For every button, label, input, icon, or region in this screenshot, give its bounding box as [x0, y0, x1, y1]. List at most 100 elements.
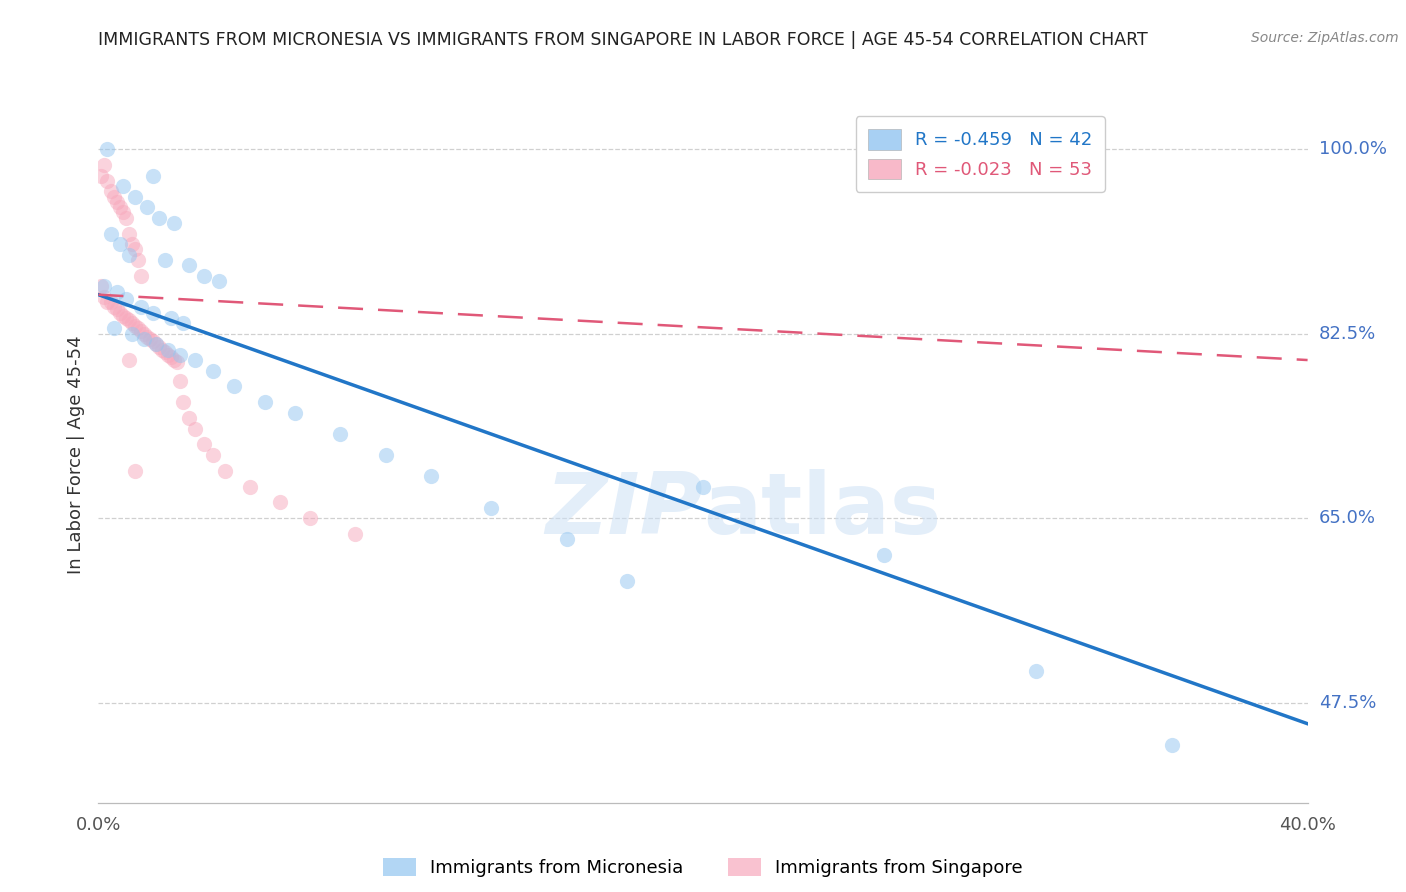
Point: [111, 205, 134, 219]
Point: [156, 343, 179, 357]
Text: ZIP: ZIP: [546, 469, 703, 552]
Point: [114, 292, 136, 306]
Point: [284, 406, 307, 420]
Point: [555, 533, 578, 547]
Point: [172, 395, 194, 409]
Point: [108, 237, 131, 252]
Point: [103, 301, 125, 315]
Point: [193, 437, 215, 451]
Point: [156, 348, 179, 362]
Point: [160, 350, 183, 364]
Point: [100, 227, 122, 241]
Point: [145, 337, 167, 351]
Point: [193, 268, 215, 283]
Text: 65.0%: 65.0%: [1319, 509, 1375, 527]
Point: [121, 316, 143, 330]
Point: [96, 142, 118, 156]
Point: [329, 426, 352, 441]
Point: [419, 469, 441, 483]
Point: [93, 158, 115, 172]
Point: [239, 479, 262, 493]
Text: 100.0%: 100.0%: [1319, 140, 1386, 158]
Point: [114, 211, 136, 225]
Point: [481, 500, 503, 515]
Point: [1160, 738, 1182, 752]
Point: [148, 211, 170, 225]
Point: [160, 310, 183, 325]
Point: [172, 316, 194, 330]
Point: [105, 285, 128, 299]
Point: [692, 479, 714, 493]
Point: [124, 464, 146, 478]
Point: [90, 279, 112, 293]
Point: [100, 295, 122, 310]
Y-axis label: In Labor Force | Age 45-54: In Labor Force | Age 45-54: [66, 335, 84, 574]
Point: [124, 189, 146, 203]
Point: [616, 574, 638, 589]
Point: [208, 274, 231, 288]
Point: [129, 301, 152, 315]
Point: [90, 169, 112, 183]
Point: [108, 305, 131, 319]
Point: [135, 200, 157, 214]
Point: [374, 448, 396, 462]
Point: [177, 258, 201, 272]
Point: [100, 185, 122, 199]
Text: atlas: atlas: [703, 469, 941, 552]
Point: [253, 395, 276, 409]
Point: [124, 243, 146, 257]
Point: [103, 189, 125, 203]
Text: IMMIGRANTS FROM MICRONESIA VS IMMIGRANTS FROM SINGAPORE IN LABOR FORCE | AGE 45-: IMMIGRANTS FROM MICRONESIA VS IMMIGRANTS…: [98, 31, 1149, 49]
Point: [166, 355, 188, 369]
Point: [124, 319, 146, 334]
Point: [129, 268, 152, 283]
Point: [114, 310, 136, 325]
Point: [127, 252, 149, 267]
Point: [139, 332, 162, 346]
Point: [163, 216, 186, 230]
Point: [142, 334, 165, 348]
Point: [148, 340, 170, 354]
Point: [121, 237, 143, 252]
Point: [111, 179, 134, 194]
Point: [108, 200, 131, 214]
Point: [93, 290, 115, 304]
Point: [127, 321, 149, 335]
Point: [142, 169, 165, 183]
Point: [153, 252, 176, 267]
Point: [163, 353, 186, 368]
Point: [177, 411, 201, 425]
Point: [344, 527, 367, 541]
Point: [118, 353, 141, 368]
Point: [121, 326, 143, 341]
Point: [169, 374, 191, 388]
Point: [169, 348, 191, 362]
Point: [118, 313, 141, 327]
Point: [118, 227, 141, 241]
Point: [1024, 664, 1046, 678]
Point: [103, 321, 125, 335]
Point: [269, 495, 291, 509]
Point: [105, 194, 128, 209]
Point: [873, 548, 896, 562]
Point: [299, 511, 322, 525]
Point: [214, 464, 236, 478]
Text: 82.5%: 82.5%: [1319, 325, 1376, 343]
Point: [118, 247, 141, 261]
Point: [142, 305, 165, 319]
Point: [202, 363, 225, 377]
Point: [224, 379, 246, 393]
Point: [132, 332, 155, 346]
Text: 47.5%: 47.5%: [1319, 694, 1376, 712]
Point: [93, 279, 115, 293]
Point: [150, 343, 173, 357]
Point: [96, 295, 118, 310]
Point: [111, 309, 134, 323]
Point: [132, 326, 155, 341]
Point: [184, 353, 207, 368]
Legend: Immigrants from Micronesia, Immigrants from Singapore: Immigrants from Micronesia, Immigrants f…: [375, 850, 1031, 884]
Point: [153, 344, 176, 359]
Point: [129, 324, 152, 338]
Point: [202, 448, 225, 462]
Point: [184, 421, 207, 435]
